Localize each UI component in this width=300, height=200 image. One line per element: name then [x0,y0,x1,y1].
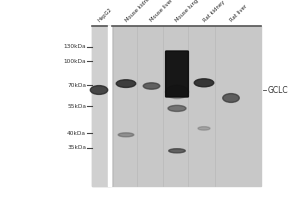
Ellipse shape [169,149,185,153]
Ellipse shape [166,85,189,99]
Text: Mouse lung: Mouse lung [175,0,200,23]
Text: Mouse liver: Mouse liver [149,0,174,23]
Text: Rat kidney: Rat kidney [202,0,226,23]
Ellipse shape [116,80,136,87]
Text: 130kDa: 130kDa [64,44,86,49]
Ellipse shape [168,105,186,111]
Ellipse shape [194,79,214,87]
Text: 55kDa: 55kDa [67,104,86,108]
Text: 70kDa: 70kDa [67,83,86,88]
Ellipse shape [143,83,160,89]
Text: Mouse kidney: Mouse kidney [124,0,153,23]
Bar [92,26,261,186]
Ellipse shape [118,133,134,137]
Text: Rat liver: Rat liver [229,4,248,23]
Text: HepG2: HepG2 [97,7,113,23]
Text: GCLC: GCLC [268,86,288,95]
Ellipse shape [198,127,210,130]
Text: 35kDa: 35kDa [67,145,86,150]
Text: 100kDa: 100kDa [64,59,86,64]
Ellipse shape [223,94,239,102]
Text: 40kDa: 40kDa [67,131,86,136]
FancyBboxPatch shape [166,51,188,97]
Ellipse shape [90,86,108,94]
Bar [92,26,110,186]
